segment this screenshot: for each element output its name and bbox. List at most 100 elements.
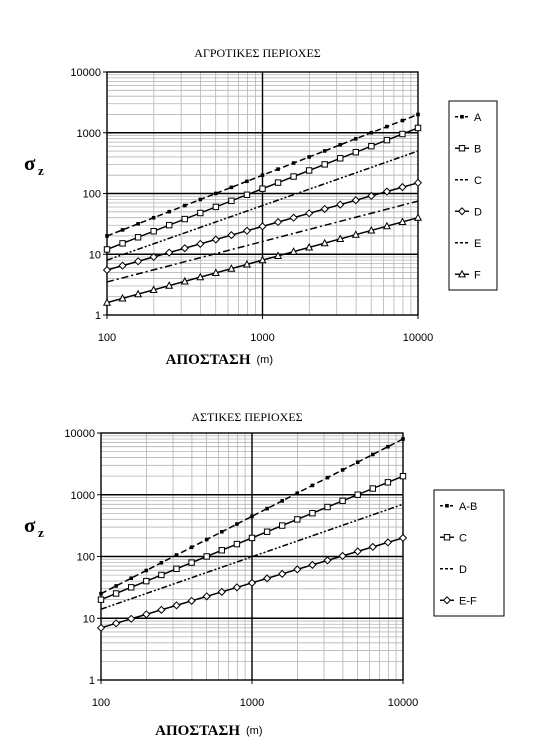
series-D [102,178,423,275]
gridlines [101,433,403,680]
series-marker [227,231,236,240]
series-line [100,503,404,610]
series-marker [127,614,136,623]
series-marker [150,228,157,235]
chart-title: ΑΓΡΟΤΙΚΕΣ ΠΕΡΙΟΧΕΣ [194,46,321,60]
series-marker [293,565,302,574]
y-tick-label: 10000 [64,428,95,440]
series-marker [351,230,360,238]
series-marker [276,167,280,171]
series-marker [118,293,127,302]
series-marker [368,542,377,552]
x-tick-label: 1000 [240,697,264,709]
legend-item: E-F [440,595,477,607]
y-tick-label: 10000 [70,67,101,79]
series-marker [99,591,103,596]
series-marker [128,584,135,591]
series-marker [259,185,266,192]
series-marker [119,240,126,247]
series-marker [167,209,171,214]
series-marker [229,185,234,190]
series-marker [308,560,317,569]
series-marker [242,226,252,235]
series-marker [413,213,423,221]
series-marker [295,491,300,495]
series-marker [354,491,361,498]
x-tick-label: 1000 [250,332,274,344]
y-tick-label: 10 [83,613,95,625]
series-marker [368,142,375,150]
legend-marker [457,207,467,216]
chart-title: ΑΣΤΙΚΕΣ ΠΕΡΙΟΧΕΣ [191,410,302,424]
series-marker [384,479,392,486]
legend-marker [457,269,467,278]
legend-item: C [455,175,482,187]
series-marker [218,547,226,554]
y-tick-label: 1000 [71,490,95,502]
series-marker [340,468,345,472]
series-marker [248,534,256,542]
legend-label: B [474,143,481,155]
series-marker [323,556,332,565]
series-D [100,503,404,610]
series-marker [339,497,346,505]
series-marker [401,437,405,441]
legend-item: D [455,206,482,218]
series-marker [211,268,220,276]
series-E-F [96,533,408,632]
series-marker [367,191,376,200]
legend-label: A-B [459,501,477,513]
series-marker [354,136,358,141]
series-marker [278,569,287,578]
x-axis-unit: (m) [246,725,263,737]
series-marker [291,161,296,165]
series-marker [220,530,224,534]
series-marker [274,179,282,186]
series-marker [235,522,239,526]
series-A [105,112,420,238]
y-tick-label: 100 [77,552,95,564]
chart-1: 1 10 100 1000 10000 100 1000 10000 ΑΓΡΟΤΙΚΕΣ ΠΕΡ… [24,46,498,368]
x-axis-label: ΑΠΟΣΤΑΣΗ [166,352,251,368]
series-marker [97,596,105,603]
x-tick-label: 100 [92,697,110,709]
series-marker [136,222,140,226]
chart-2: 1 10 100 1000 10000 100 1000 10000 ΑΣΤΙΚΕΣ ΠΕΡΙΟ… [24,410,505,739]
series-marker [367,225,376,234]
series-marker [337,155,344,162]
series-marker [102,298,112,306]
series-marker [290,173,297,180]
series-marker [385,124,389,129]
series-marker [243,191,251,198]
series-marker [172,601,181,610]
series-marker [305,167,313,174]
series-marker [351,196,360,205]
series-marker [280,499,284,503]
series-E [106,200,419,283]
legend-label: C [459,532,467,544]
series-marker [260,173,265,178]
y-tick-label: 10 [89,249,101,261]
series-marker [263,528,271,535]
series-marker [262,574,272,583]
series-marker [149,285,158,293]
series-marker [102,265,112,275]
series-marker [320,238,329,247]
series-marker [305,209,314,218]
series-marker [159,560,164,565]
series-marker [352,149,360,156]
legend-box [433,489,505,617]
series-marker [336,234,345,243]
series-marker [196,272,205,281]
series-marker [355,460,360,464]
series-marker [232,583,242,592]
legend-item: F [455,269,481,281]
gridlines [107,72,418,315]
series-marker [198,197,203,202]
series-group [102,112,423,306]
series-marker [134,234,142,241]
legend-label: D [474,206,482,218]
series-marker [382,187,392,196]
series-group [96,437,408,632]
series-marker [371,452,375,457]
